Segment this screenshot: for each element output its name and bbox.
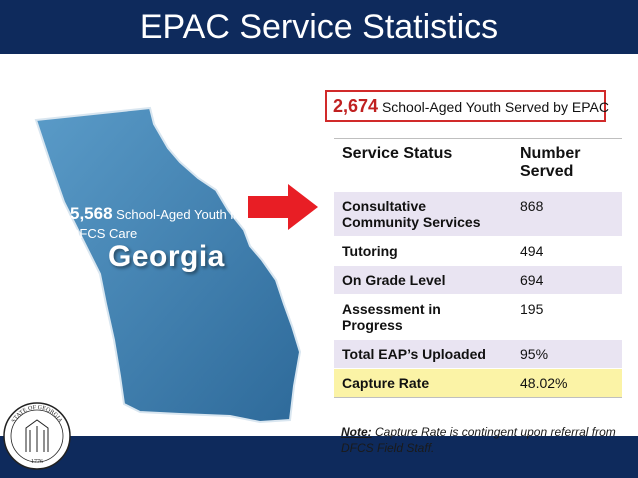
youth-in-care-number: 5,568 [70,204,113,223]
row-label: Capture Rate [334,368,512,398]
table-row-capture-rate: Capture Rate 48.02% [334,368,622,398]
georgia-label: Georgia [108,240,225,273]
table-row: Total EAP’s Uploaded 95% [334,339,622,369]
row-value: 95% [512,339,622,369]
table-row: Assessment in Progress 195 [334,294,622,340]
row-value: 694 [512,265,622,295]
georgia-map-icon [34,106,302,424]
youth-served-highlight: 2,674 School-Aged Youth Served by EPAC [325,90,609,122]
service-status-table: Service Status Number Served Consultativ… [334,138,622,398]
header-service-status: Service Status [334,138,512,192]
row-label: On Grade Level [334,265,512,295]
row-value: 868 [512,191,622,237]
table-row: Consultative Community Services 868 [334,191,622,237]
youth-in-care-stat: 5,568 School-Aged Youth in DFCS Care [70,204,250,243]
table-row: On Grade Level 694 [334,265,622,295]
row-label: Total EAP’s Uploaded [334,339,512,369]
footer-bar [0,436,638,478]
georgia-state-seal-icon: STATE OF GEORGIA 1776 [3,402,71,470]
row-value: 195 [512,294,622,340]
georgia-shape [34,106,302,424]
table-header-row: Service Status Number Served [334,138,622,192]
row-label: Consultative Community Services [334,191,512,237]
right-arrow-icon [248,184,318,230]
table-row: Tutoring 494 [334,236,622,266]
youth-in-care-text: School-Aged Youth in DFCS Care [70,207,241,241]
seal-year: 1776 [31,459,43,465]
footnote-lead: Note: [341,425,372,439]
header-number-served: Number Served [512,138,622,192]
row-label: Assessment in Progress [334,294,512,340]
youth-served-text: School-Aged Youth Served by EPAC [381,99,609,115]
page-title: EPAC Service Statistics [139,8,499,46]
header-bar [0,0,638,54]
row-value: 48.02% [512,368,622,398]
row-value: 494 [512,236,622,266]
footnote: Note: Capture Rate is contingent upon re… [341,424,631,456]
footnote-text: Capture Rate is contingent upon referral… [341,425,616,455]
row-label: Tutoring [334,236,512,266]
youth-served-number: 2,674 [333,96,379,116]
